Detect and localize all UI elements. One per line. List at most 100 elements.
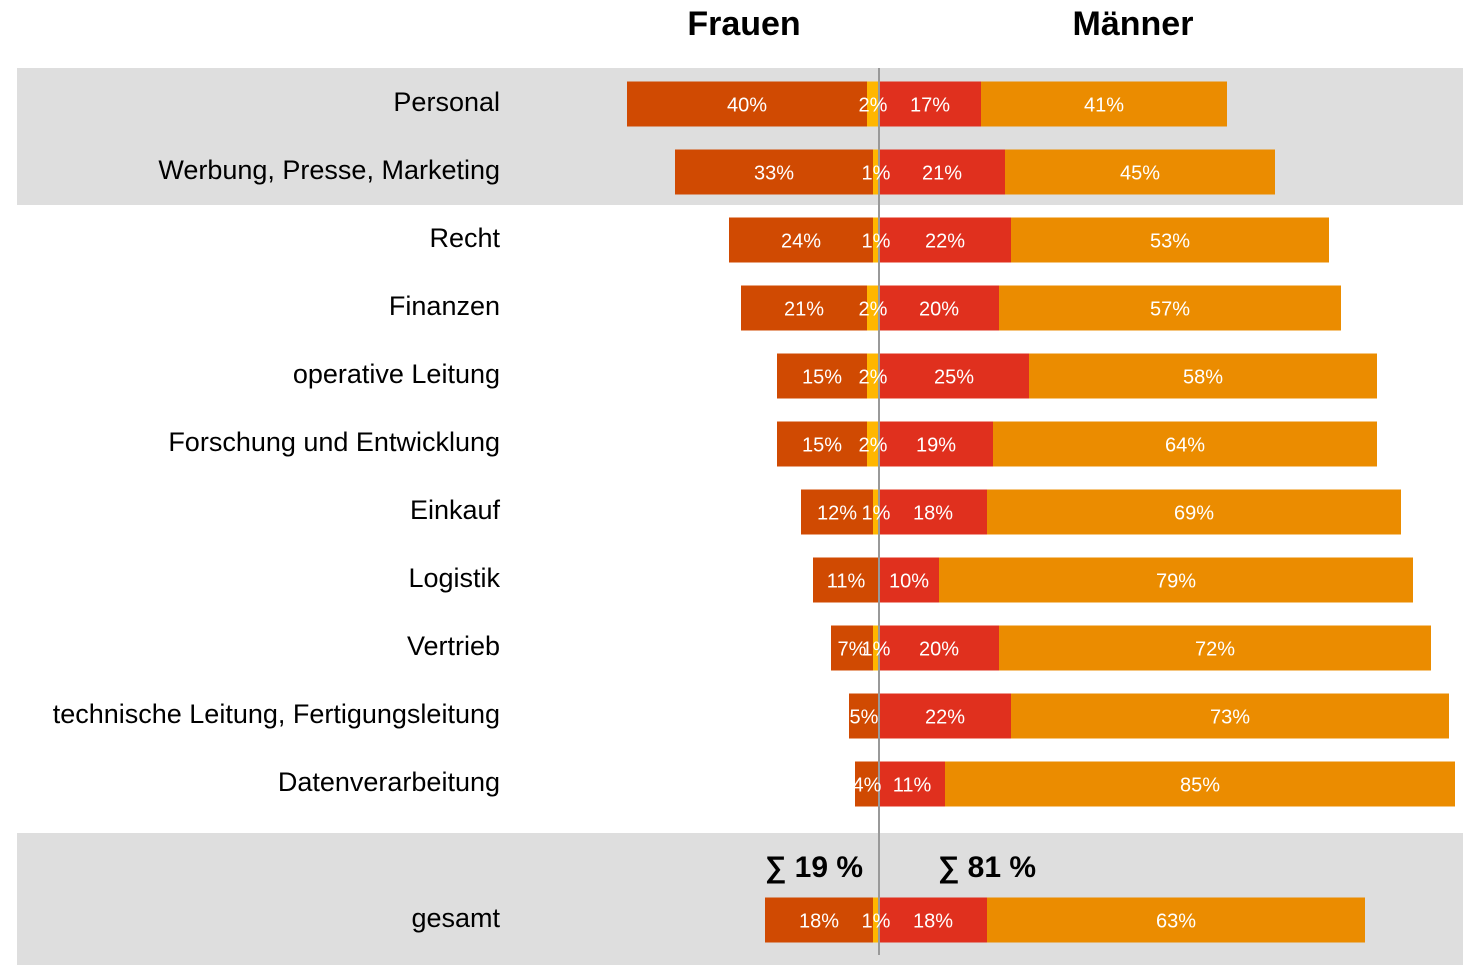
bar-segment [879,149,1005,195]
bar-segment [627,81,867,127]
data-label: 45% [1120,162,1160,184]
category-label: operative Leitung [293,359,500,389]
data-label: 41% [1084,94,1124,116]
data-label: 1% [862,162,891,184]
bar-segment [1011,217,1329,263]
data-label: 25% [934,366,974,388]
bar-segment [879,421,993,467]
group-total: ∑ 81 % [938,851,1036,884]
data-label: 24% [781,230,821,252]
bar-segment [867,81,879,127]
bar-segment [801,489,873,535]
bar-segment [879,693,1011,739]
bar-segment [873,897,879,943]
bar-segment [813,557,879,603]
data-label: 21% [784,298,824,320]
data-label: 33% [754,162,794,184]
data-label: 40% [727,94,767,116]
bar-segment [873,489,879,535]
bar-segment [987,489,1401,535]
bar-segment [777,353,867,399]
category-label: Vertrieb [407,631,500,661]
data-label: 12% [817,502,857,524]
data-label: 20% [919,298,959,320]
bar-segment [1029,353,1377,399]
bar-segment [999,285,1341,331]
data-label: 2% [859,366,888,388]
data-label: 7% [838,638,867,660]
category-label: Personal [393,87,500,117]
category-label: Recht [429,223,500,253]
bar-segment [879,761,945,807]
bar-segment [879,625,999,671]
data-label: 63% [1156,910,1196,932]
data-label: 10% [889,570,929,592]
data-label: 22% [925,230,965,252]
bar-segment [855,761,879,807]
bar-segment [879,217,1011,263]
group-header: Frauen [687,5,800,43]
category-label: Werbung, Presse, Marketing [158,155,500,185]
bar-segment [831,625,873,671]
category-label: Einkauf [410,495,501,525]
bar-segment [879,81,981,127]
category-label: Logistik [408,563,500,593]
data-label: 15% [802,366,842,388]
bar-segment [849,693,879,739]
data-label: 18% [913,910,953,932]
data-label: 58% [1183,366,1223,388]
category-label: Forschung und Entwicklung [168,427,500,457]
bar-segment [729,217,873,263]
category-label: Datenverarbeitung [278,767,500,797]
data-label: 22% [925,706,965,728]
bar-segment [867,285,879,331]
data-label: 21% [922,162,962,184]
bar-segment [867,421,879,467]
bar-segment [873,149,879,195]
bar-segment [879,557,939,603]
bar-segment [879,353,1029,399]
bar-segment [741,285,867,331]
bar-segment [1005,149,1275,195]
data-label: 57% [1150,298,1190,320]
bar-segment [867,353,879,399]
data-label: 2% [859,298,888,320]
data-label: 4% [853,774,882,796]
data-label: 17% [910,94,950,116]
data-label: 20% [919,638,959,660]
bar-segment [1011,693,1449,739]
bar-segment [675,149,873,195]
data-label: 1% [862,638,891,660]
data-label: 79% [1156,570,1196,592]
data-label: 69% [1174,502,1214,524]
bar-segment [765,897,873,943]
data-label: 72% [1195,638,1235,660]
data-label: 11% [827,570,866,592]
category-label: Finanzen [389,291,500,321]
bar-segment [873,217,879,263]
data-label: 64% [1165,434,1205,456]
bar-segment [879,489,987,535]
bar-segment [879,897,987,943]
bar-segment [879,285,999,331]
bar-segment [939,557,1413,603]
data-label: 5% [850,706,879,728]
bar-segment [987,897,1365,943]
group-header: Männer [1073,5,1194,43]
data-label: 1% [862,502,891,524]
bar-segment [981,81,1227,127]
bar-segment [993,421,1377,467]
data-label: 18% [913,502,953,524]
data-label: 2% [859,434,888,456]
bar-segment [777,421,867,467]
data-label: 18% [799,910,839,932]
bar-segment [999,625,1431,671]
data-label: 11% [893,774,932,796]
data-label: 85% [1180,774,1220,796]
bars [627,81,1455,943]
data-label: 15% [802,434,842,456]
category-label: technische Leitung, Fertigungsleitung [53,699,500,729]
bar-segment [873,625,879,671]
bar-segment [945,761,1455,807]
